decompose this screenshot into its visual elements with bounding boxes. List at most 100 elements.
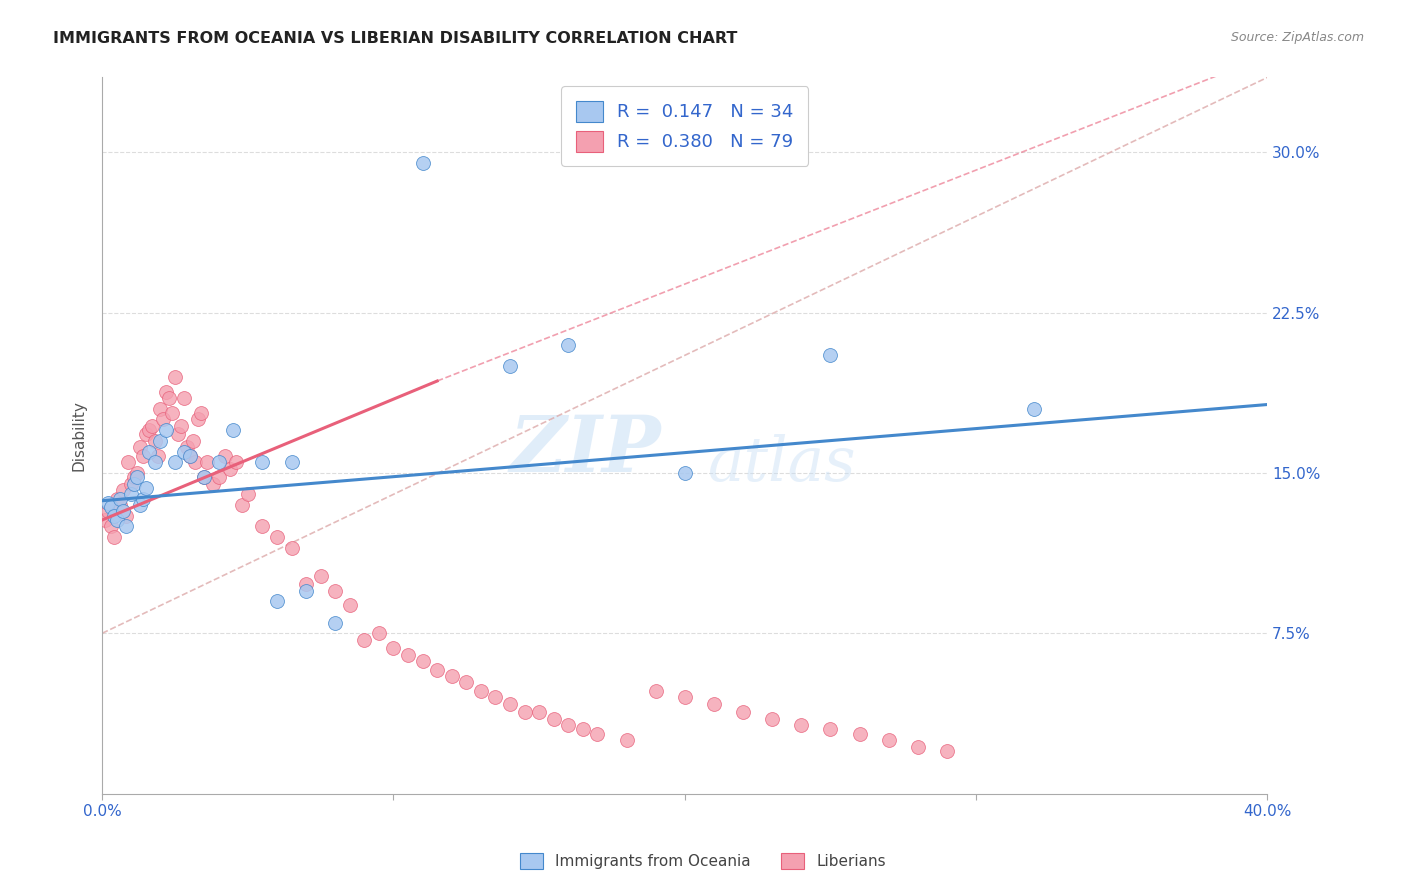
Point (456, 675, 478, 690)
Point (132, 491, 155, 506)
Point (673, 466, 696, 480)
Point (94, 513, 117, 527)
Point (323, 615, 346, 630)
Point (173, 391, 195, 405)
Point (132, 449, 155, 463)
Point (108, 498, 131, 512)
Point (97, 504, 120, 518)
Point (412, 156, 434, 170)
Point (339, 599, 361, 613)
Point (181, 434, 204, 448)
Point (572, 723, 595, 737)
Point (103, 530, 125, 544)
Point (222, 423, 245, 437)
Point (499, 697, 522, 711)
Point (557, 337, 579, 351)
Point (543, 712, 565, 726)
Point (127, 470, 149, 484)
Text: ZIP: ZIP (510, 411, 661, 488)
Point (187, 412, 209, 426)
Point (440, 669, 463, 683)
Point (703, 697, 725, 711)
Point (820, 348, 842, 362)
Point (176, 440, 198, 454)
Point (513, 706, 536, 720)
Point (484, 690, 506, 705)
Point (877, 733, 900, 747)
Point (179, 449, 201, 463)
Point (152, 412, 174, 426)
Point (907, 739, 929, 754)
Point (935, 744, 957, 758)
Point (280, 541, 302, 555)
Point (105, 491, 128, 506)
Point (135, 481, 157, 495)
Point (155, 384, 177, 399)
Point (673, 690, 696, 705)
Point (135, 427, 157, 442)
Point (295, 583, 318, 598)
Text: IMMIGRANTS FROM OCEANIA VS LIBERIAN DISABILITY CORRELATION CHART: IMMIGRANTS FROM OCEANIA VS LIBERIAN DISA… (53, 31, 738, 46)
Point (731, 706, 754, 720)
Point (820, 723, 842, 737)
Point (195, 455, 218, 469)
Point (295, 577, 318, 591)
Point (396, 648, 419, 662)
Point (114, 519, 136, 533)
Point (120, 476, 142, 491)
Point (208, 470, 231, 484)
Point (143, 434, 166, 448)
Point (1024, 401, 1046, 416)
Point (173, 444, 195, 458)
Point (105, 513, 128, 527)
Point (117, 455, 139, 469)
Point (184, 455, 207, 469)
Point (761, 712, 783, 726)
Point (138, 444, 160, 458)
Point (214, 449, 236, 463)
Point (100, 500, 122, 515)
Point (201, 476, 224, 491)
Point (114, 508, 136, 523)
Point (190, 406, 212, 420)
Point (122, 476, 145, 491)
Point (97, 496, 120, 510)
Point (111, 504, 134, 518)
Point (266, 530, 288, 544)
Point (412, 654, 434, 668)
Legend: R =  0.147   N = 34, R =  0.380   N = 79: R = 0.147 N = 34, R = 0.380 N = 79 (561, 87, 808, 166)
Point (208, 455, 231, 469)
Point (848, 727, 870, 741)
Point (382, 641, 405, 656)
Y-axis label: Disability: Disability (72, 401, 86, 471)
Point (426, 663, 449, 677)
Point (108, 491, 131, 506)
Point (146, 449, 169, 463)
Point (157, 391, 180, 405)
Point (141, 418, 163, 433)
Point (170, 418, 193, 433)
Text: atlas: atlas (709, 434, 856, 494)
Point (219, 461, 242, 475)
Point (193, 470, 215, 484)
Point (499, 359, 522, 373)
Point (129, 440, 152, 454)
Point (368, 626, 391, 640)
Point (252, 519, 274, 533)
Point (138, 423, 160, 437)
Point (193, 470, 215, 484)
Point (149, 401, 172, 416)
Point (100, 519, 122, 533)
Point (644, 684, 666, 698)
Point (280, 455, 302, 469)
Point (143, 455, 166, 469)
Point (120, 487, 142, 501)
Point (225, 455, 247, 469)
Point (122, 470, 145, 484)
Point (586, 727, 609, 741)
Point (266, 594, 288, 608)
Point (353, 632, 375, 647)
Point (557, 718, 579, 732)
Point (231, 498, 253, 512)
Point (527, 706, 550, 720)
